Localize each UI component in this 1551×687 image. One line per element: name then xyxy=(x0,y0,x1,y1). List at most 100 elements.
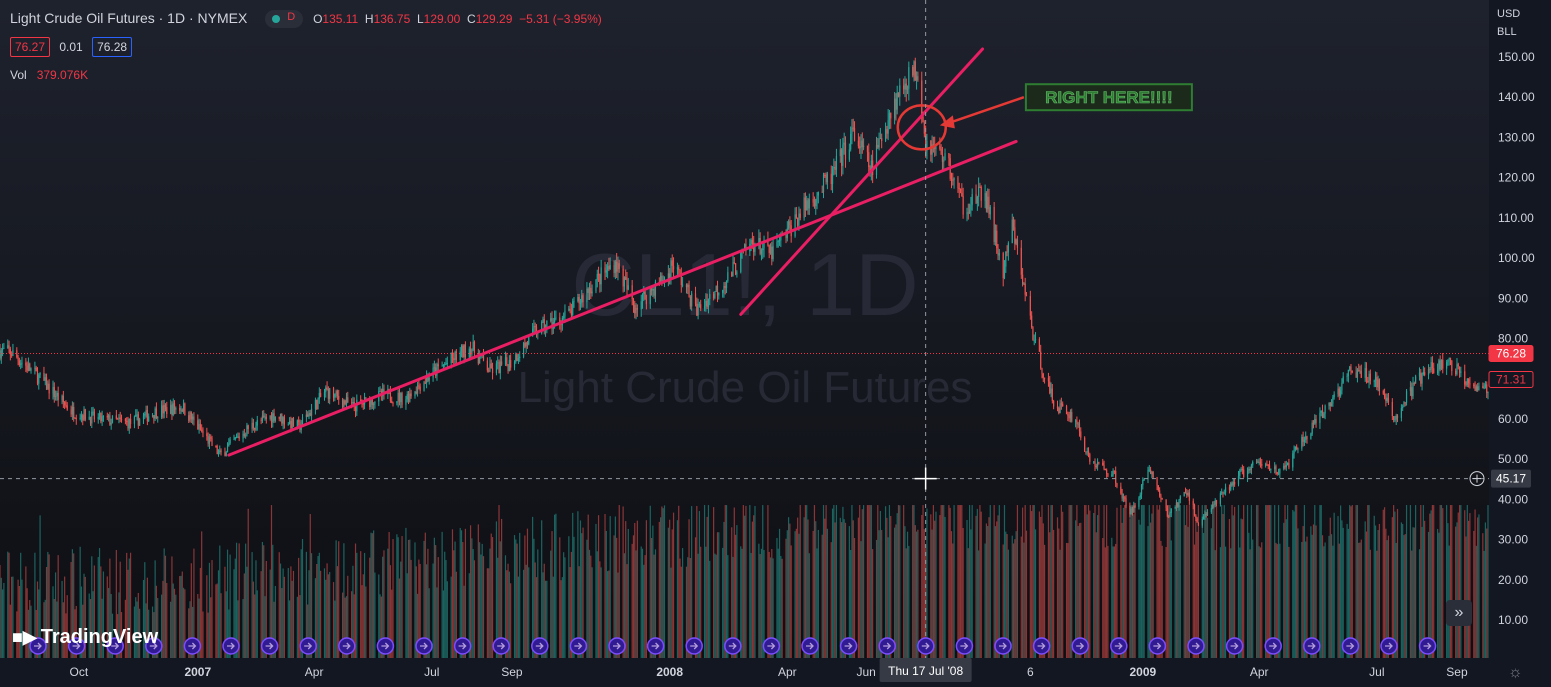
candle-body xyxy=(989,206,991,215)
symbol-title[interactable]: Light Crude Oil Futures · 1D · NYMEX xyxy=(10,10,248,26)
volume-bar xyxy=(1261,542,1263,658)
candle-body xyxy=(148,416,150,422)
candle-body xyxy=(915,76,918,81)
drawings[interactable]: RIGHT HERE!!!! xyxy=(227,47,1193,457)
gear-icon[interactable]: ☼ xyxy=(1508,664,1523,681)
event-arrow xyxy=(806,642,814,650)
market-status-badge[interactable]: D xyxy=(265,10,304,29)
volume-bar xyxy=(198,598,200,658)
currency-label[interactable]: USD xyxy=(1497,8,1521,20)
volume-bar xyxy=(1130,505,1132,658)
volume-bar xyxy=(797,517,799,658)
candle-body xyxy=(1187,492,1189,496)
candle-body xyxy=(707,299,710,307)
candle-body xyxy=(1243,469,1245,478)
volume-bar xyxy=(450,576,452,658)
volume-bar xyxy=(279,563,282,658)
volume-bar xyxy=(808,553,810,658)
sell-price[interactable]: 76.27 xyxy=(10,37,51,57)
candle-body xyxy=(1049,381,1051,394)
volume-bar xyxy=(247,508,249,658)
volume-bar xyxy=(1259,547,1262,658)
volume-bar xyxy=(1202,532,1205,658)
candle-body xyxy=(789,221,791,226)
buy-price[interactable]: 76.28 xyxy=(92,37,133,57)
candle-body xyxy=(136,414,138,416)
candle-body xyxy=(409,393,411,402)
scroll-to-realtime-button[interactable]: » xyxy=(1446,600,1472,626)
volume-bar xyxy=(1465,536,1467,658)
candle-body xyxy=(261,415,264,421)
volume-bar xyxy=(1096,515,1099,658)
volume-bar xyxy=(1274,505,1276,658)
candle-body xyxy=(644,291,646,300)
candle-body xyxy=(1246,470,1249,478)
volume-bar xyxy=(806,505,808,658)
candle-body xyxy=(750,240,752,244)
candle-body xyxy=(1451,360,1453,371)
candle-body xyxy=(1446,362,1448,369)
candle-body xyxy=(307,414,309,417)
volume-bar xyxy=(1094,505,1096,658)
volume-bar xyxy=(217,570,220,658)
volume-bar xyxy=(1293,511,1295,658)
volume-bar xyxy=(604,514,606,658)
volume-bar xyxy=(696,505,698,658)
candle-body xyxy=(1068,415,1070,419)
volume-bar xyxy=(479,542,481,658)
candle-body xyxy=(1319,412,1321,424)
candle-body xyxy=(912,67,914,76)
volume-bar xyxy=(332,582,335,658)
candle-body xyxy=(760,250,763,254)
candle-body xyxy=(1376,377,1378,388)
volume-bar xyxy=(1098,505,1100,658)
axis-unit-selector[interactable]: USD BLL xyxy=(1497,8,1520,44)
tradingview-logo[interactable]: ■▶ TradingView xyxy=(12,626,158,649)
candle-body xyxy=(1475,386,1477,391)
volume-bar xyxy=(62,602,64,658)
candle-body xyxy=(595,279,597,292)
candle-body xyxy=(61,395,63,401)
volume-bar xyxy=(508,571,510,658)
volume-bar xyxy=(742,505,744,658)
candle-body xyxy=(1391,402,1393,417)
volume-bar xyxy=(546,580,548,658)
volume-bar xyxy=(323,568,326,658)
volume-bar xyxy=(532,516,534,658)
ohlc-values: O135.11 H136.75 L129.00 C129.29 −5.31 (−… xyxy=(313,12,602,26)
candle-body xyxy=(418,385,420,387)
candle-body xyxy=(1413,382,1415,384)
candle-body xyxy=(217,451,220,454)
candle-body xyxy=(199,423,201,430)
volume-bar xyxy=(1346,523,1348,658)
candle-body xyxy=(852,127,854,129)
volume-bar xyxy=(1239,547,1241,658)
candle-body xyxy=(153,415,155,419)
unit-label[interactable]: BLL xyxy=(1497,26,1517,38)
candle-body xyxy=(1230,483,1232,490)
candle-body xyxy=(489,363,491,372)
volume-bar xyxy=(1252,539,1254,658)
event-markers[interactable] xyxy=(29,637,1437,655)
volume-bar xyxy=(1166,505,1168,658)
volume-bar xyxy=(459,527,461,658)
candle-body xyxy=(985,193,987,210)
volume-bar xyxy=(1177,505,1179,658)
volume-bar xyxy=(189,601,191,658)
candle-body xyxy=(1455,370,1457,375)
volume-bar xyxy=(1003,505,1006,658)
volume-bar xyxy=(282,568,284,658)
candle-body xyxy=(1224,487,1227,493)
y-axis[interactable]: 150.00140.00130.00120.00110.00100.0090.0… xyxy=(1498,50,1535,627)
x-axis[interactable]: Oct 2007 Apr Jul Sep 2008 Apr Jun 6 2009 Apr Jul Sep xyxy=(70,665,1468,679)
candle-body xyxy=(1178,499,1180,508)
candle-body xyxy=(914,61,916,81)
ohlc-low-key: L xyxy=(416,12,424,26)
volume-bar xyxy=(1292,509,1294,658)
candle-body xyxy=(1016,239,1019,248)
volume-bar xyxy=(1049,532,1051,658)
volume-bar xyxy=(407,539,410,658)
candle-body xyxy=(785,234,787,239)
candle-body xyxy=(1095,465,1097,467)
